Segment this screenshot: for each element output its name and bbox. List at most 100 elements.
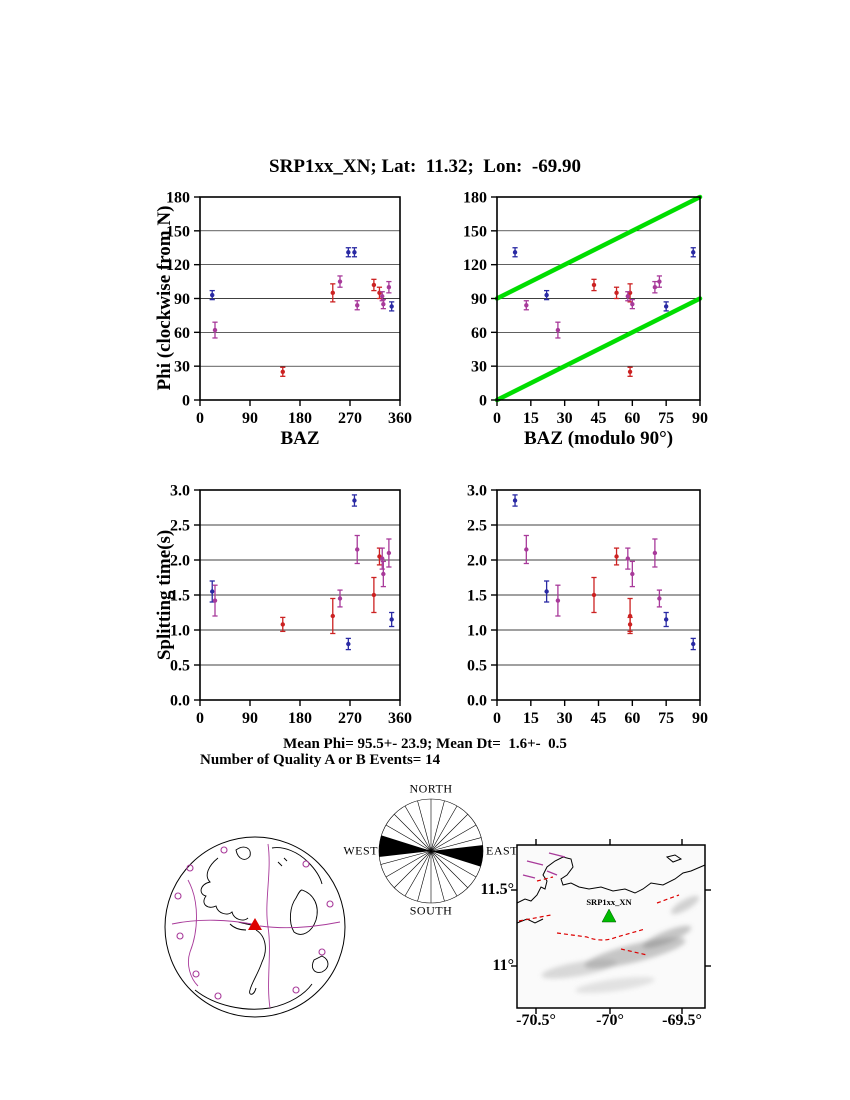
event-marker [280, 366, 286, 377]
event-marker [544, 289, 550, 301]
svg-text:90: 90 [692, 710, 708, 727]
svg-text:30: 30 [471, 359, 487, 376]
event-marker [345, 247, 351, 258]
svg-text:180: 180 [288, 710, 312, 727]
svg-text:1.0: 1.0 [467, 623, 487, 640]
svg-text:270: 270 [338, 410, 362, 427]
svg-text:0: 0 [479, 393, 487, 410]
event-marker [380, 560, 386, 588]
map-ticks [511, 839, 711, 1014]
lon-label-m70p5: -70.5° [516, 1012, 556, 1029]
event-marker [690, 637, 696, 651]
event-marker [652, 538, 658, 568]
plot-dt-vs-bazmod90: 0 15 30 45 60 75 90 0.0 0.5 1.0 1.5 2.0 2.5 3.0 [467, 483, 708, 728]
event-marker [389, 611, 395, 628]
map-frame [516, 844, 706, 1009]
svg-text:15: 15 [523, 410, 539, 427]
event-marker [512, 247, 518, 258]
event-marker [512, 494, 518, 507]
svg-text:15: 15 [523, 710, 539, 727]
svg-text:2.5: 2.5 [170, 518, 190, 535]
svg-text:150: 150 [166, 223, 190, 240]
svg-text:0: 0 [196, 410, 204, 427]
event-marker [330, 597, 336, 635]
svg-text:270: 270 [338, 710, 362, 727]
svg-text:0: 0 [493, 410, 501, 427]
x-axis-title-baz: BAZ [280, 428, 320, 449]
svg-text:3.0: 3.0 [170, 483, 190, 500]
chart-dt-vs-baz: 0 90 180 270 360 0.0 0.5 1.0 1.5 2.0 2.5 3.0 [170, 483, 412, 728]
event-marker [591, 278, 597, 292]
event-marker [656, 275, 662, 288]
event-marker [386, 538, 392, 568]
svg-text:60: 60 [174, 325, 190, 342]
compass-west-label: WEST [343, 843, 378, 858]
svg-text:2.0: 2.0 [170, 553, 190, 570]
event-marker [627, 366, 633, 377]
svg-text:1.5: 1.5 [467, 588, 487, 605]
svg-text:1.0: 1.0 [170, 623, 190, 640]
event-marker [523, 534, 529, 565]
event-marker [690, 247, 696, 258]
event-marker [280, 616, 286, 633]
event-marker [663, 301, 669, 312]
fault-lines [518, 876, 680, 956]
event-marker [625, 547, 631, 570]
event-marker [209, 289, 215, 301]
svg-text:60: 60 [624, 710, 640, 727]
event-marker [354, 534, 360, 565]
globe-station-triangle-icon [248, 918, 262, 930]
svg-text:75: 75 [658, 410, 674, 427]
lat-label-11p5: 11.5° [480, 881, 514, 898]
svg-text:0.5: 0.5 [170, 658, 190, 675]
event-marker [544, 580, 550, 603]
event-marker [380, 298, 386, 310]
svg-text:0.0: 0.0 [170, 693, 190, 710]
lon-label-m69p5: -69.5° [662, 1012, 702, 1029]
svg-text:60: 60 [624, 410, 640, 427]
svg-text:0.5: 0.5 [467, 658, 487, 675]
event-marker [663, 611, 669, 628]
event-marker [379, 547, 385, 570]
event-marker [351, 494, 358, 507]
svg-text:90: 90 [692, 410, 708, 427]
svg-text:180: 180 [463, 190, 487, 207]
svg-text:120: 120 [463, 257, 487, 274]
svg-text:180: 180 [166, 190, 190, 207]
stats-mean-line: Mean Phi= 95.5+- 23.9; Mean Dt= 1.6+- 0.… [283, 736, 567, 752]
svg-text:3.0: 3.0 [467, 483, 487, 500]
event-marker [337, 589, 343, 608]
rose-petal [379, 835, 431, 857]
svg-text:90: 90 [242, 710, 258, 727]
plate-boundary-segments [522, 852, 566, 879]
svg-text:2.0: 2.0 [467, 553, 487, 570]
plot-dt-vs-baz: 0 90 180 270 360 0.0 0.5 1.0 1.5 2.0 2.5 3.0 [170, 483, 412, 728]
topo-shading [541, 895, 700, 994]
station-marker-icon [601, 908, 617, 923]
rose-petal [431, 845, 483, 867]
svg-text:0: 0 [182, 393, 190, 410]
chart-dt-vs-bazmod90: 0 15 30 45 60 75 90 0.0 0.5 1.0 1.5 2.0 2.5 3.0 [467, 483, 708, 728]
event-marker [656, 589, 662, 608]
region-map: SRP1xx_XN [511, 839, 711, 1014]
svg-text:45: 45 [591, 410, 607, 427]
event-marker [212, 321, 218, 339]
svg-text:90: 90 [174, 291, 190, 308]
event-marker [555, 584, 561, 617]
svg-text:1.5: 1.5 [170, 588, 190, 605]
event-marker [523, 300, 529, 311]
rose-diagram [378, 798, 484, 904]
svg-text:2.5: 2.5 [467, 518, 487, 535]
compass-south-label: SOUTH [409, 903, 453, 918]
event-marker [389, 301, 395, 312]
event-marker [371, 576, 377, 614]
event-marker [613, 286, 620, 300]
compass-north-label: NORTH [409, 781, 453, 796]
event-marker [376, 547, 383, 566]
svg-text:30: 30 [557, 410, 573, 427]
event-marker [386, 280, 392, 294]
station-label: SRP1xx_XN [586, 897, 632, 907]
svg-text:360: 360 [388, 710, 412, 727]
svg-text:90: 90 [471, 291, 487, 308]
